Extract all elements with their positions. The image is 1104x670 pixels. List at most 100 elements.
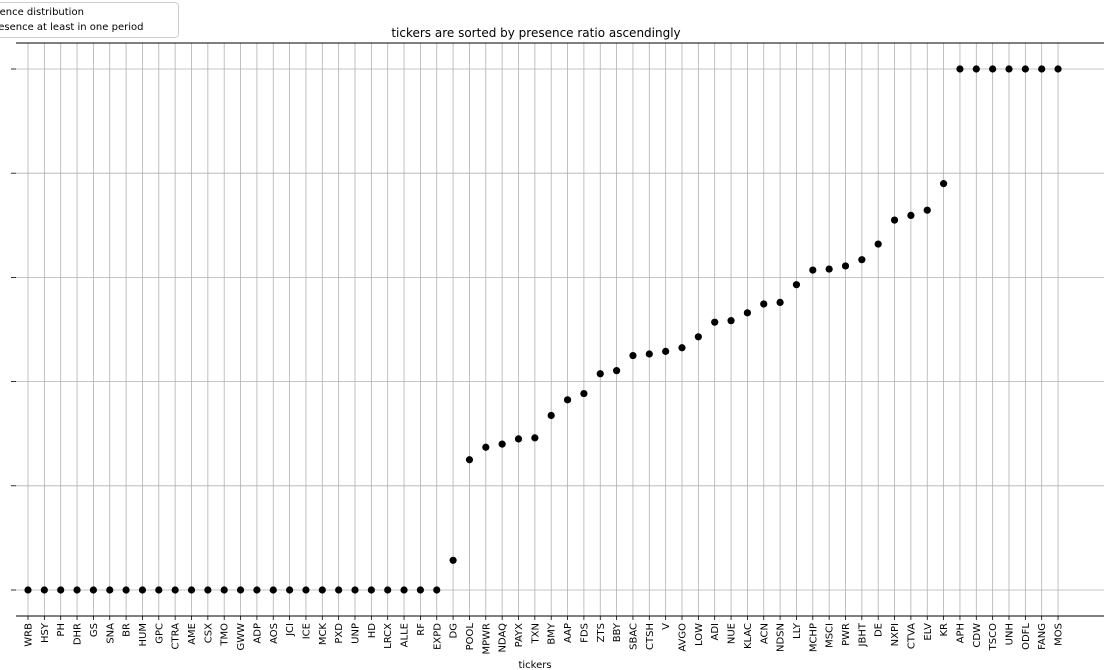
data-point-payx — [514, 435, 523, 443]
data-point-bmy — [547, 411, 555, 420]
x-tick-label-expd: EXPD — [432, 623, 443, 650]
data-point-cdw — [972, 65, 980, 73]
legend: presence distribution presence at least … — [0, 2, 179, 38]
x-tick-label-txn: TXN — [530, 623, 541, 644]
x-tick-label-ndsn: NDSN — [776, 623, 787, 652]
data-point-unh — [1005, 65, 1013, 73]
data-point-acn — [760, 300, 768, 308]
x-tick-label-ctva: CTVA — [906, 623, 917, 649]
data-point-wrb — [24, 586, 32, 594]
x-tick-label-bmy: BMY — [547, 622, 558, 644]
x-tick-label-kr: KR — [939, 623, 950, 637]
data-point-fang — [1038, 65, 1046, 73]
x-tick-label-klac: KLAC — [743, 623, 754, 649]
data-point-bby — [613, 367, 621, 375]
data-point-gs — [89, 586, 97, 594]
data-point-msci — [825, 265, 833, 273]
data-point-sna — [106, 586, 114, 594]
data-point-unp — [351, 586, 359, 594]
data-point-hum — [138, 586, 147, 594]
data-point-lly — [792, 281, 801, 289]
data-point-de — [874, 240, 882, 248]
data-point-lrcx — [384, 586, 392, 594]
data-point-br — [122, 586, 130, 594]
x-tick-label-dg: DG — [449, 623, 460, 638]
x-tick-label-ndaq: NDAQ — [498, 623, 509, 653]
data-point-rf — [416, 586, 424, 594]
data-points — [24, 65, 1062, 594]
x-tick-label-zts: ZTS — [596, 623, 607, 642]
data-point-mchp — [809, 266, 817, 274]
x-tick-label-sbac: SBAC — [628, 623, 639, 650]
data-point-csx — [204, 586, 212, 594]
y-tick-marks — [11, 68, 16, 591]
data-point-ice — [302, 586, 310, 594]
x-axis-label: tickers — [518, 660, 551, 670]
x-tick-label-mpwr: MPWR — [481, 623, 492, 655]
x-tick-label-gww: GWW — [236, 623, 247, 651]
data-point-mck — [318, 586, 326, 594]
x-tick-label-mchp: MCHP — [808, 623, 819, 652]
x-tick-label-unp: UNP — [351, 623, 362, 644]
data-point-v — [662, 347, 670, 355]
x-tick-label-unh: UNH — [1005, 623, 1016, 645]
x-tick-label-payx: PAYX — [514, 623, 525, 648]
data-point-tsco — [989, 65, 997, 73]
x-tick-label-rf: RF — [416, 623, 427, 636]
data-point-hd — [367, 586, 375, 594]
data-point-ctva — [907, 211, 915, 220]
data-point-ndaq — [498, 440, 506, 448]
x-tick-label-lrcx: LRCX — [383, 623, 394, 649]
data-point-jci — [286, 586, 294, 594]
x-tick-label-adp: ADP — [252, 623, 263, 644]
data-point-adi — [711, 318, 719, 326]
x-tick-label-ph: PH — [56, 623, 67, 637]
x-tick-label-br: BR — [122, 623, 133, 637]
x-tick-label-hsy: HSY — [40, 622, 51, 643]
x-tick-label-acn: ACN — [759, 623, 770, 644]
data-point-pwr — [841, 262, 850, 270]
x-tick-label-mos: MOS — [1054, 623, 1065, 646]
data-point-ndsn — [776, 298, 784, 307]
x-tick-label-gs: GS — [89, 623, 100, 637]
data-point-nue — [727, 317, 735, 325]
x-tick-label-ame: AME — [187, 623, 198, 645]
data-point-odfl — [1021, 65, 1029, 73]
data-point-gpc — [155, 586, 163, 594]
x-tick-label-tsco: TSCO — [988, 623, 999, 651]
data-point-zts — [596, 370, 604, 378]
data-point-avgo — [678, 344, 686, 352]
x-tick-label-nxpi: NXPI — [890, 623, 901, 646]
x-tick-label-tmo: TMO — [220, 623, 231, 647]
x-tick-label-jbht: JBHT — [857, 622, 868, 647]
x-tick-label-gpc: GPC — [154, 623, 165, 644]
data-point-mpwr — [482, 443, 490, 451]
x-tick-label-ice: ICE — [301, 623, 312, 639]
data-point-aos — [269, 586, 277, 594]
x-tick-label-nue: NUE — [727, 623, 738, 644]
x-tick-label-avgo: AVGO — [678, 623, 689, 652]
data-point-kr — [940, 180, 948, 188]
data-point-pxd — [335, 586, 343, 594]
horizontal-gridlines — [16, 68, 1104, 591]
x-tick-label-cdw: CDW — [972, 623, 983, 648]
data-point-tmo — [220, 586, 228, 594]
vertical-gridlines — [27, 43, 1059, 616]
x-tick-label-mck: MCK — [318, 623, 329, 646]
data-point-mos — [1054, 65, 1062, 73]
data-point-elv — [923, 206, 931, 214]
x-tick-label-bby: BBY — [612, 622, 623, 642]
data-point-klac — [743, 309, 752, 317]
x-tick-label-aph: APH — [955, 623, 966, 643]
data-point-ame — [187, 586, 196, 594]
x-tick-label-odfl: ODFL — [1021, 623, 1032, 650]
data-point-dhr — [73, 586, 81, 594]
x-tick-label-elv: ELV — [923, 623, 934, 641]
data-point-expd — [433, 586, 441, 594]
data-point-nxpi — [890, 216, 899, 224]
x-tick-label-fds: FDS — [579, 623, 590, 643]
x-tick-label-hum: HUM — [138, 623, 149, 646]
x-tick-label-sna: SNA — [105, 623, 116, 644]
chart-title: tickers are sorted by presence ratio asc… — [391, 26, 680, 40]
